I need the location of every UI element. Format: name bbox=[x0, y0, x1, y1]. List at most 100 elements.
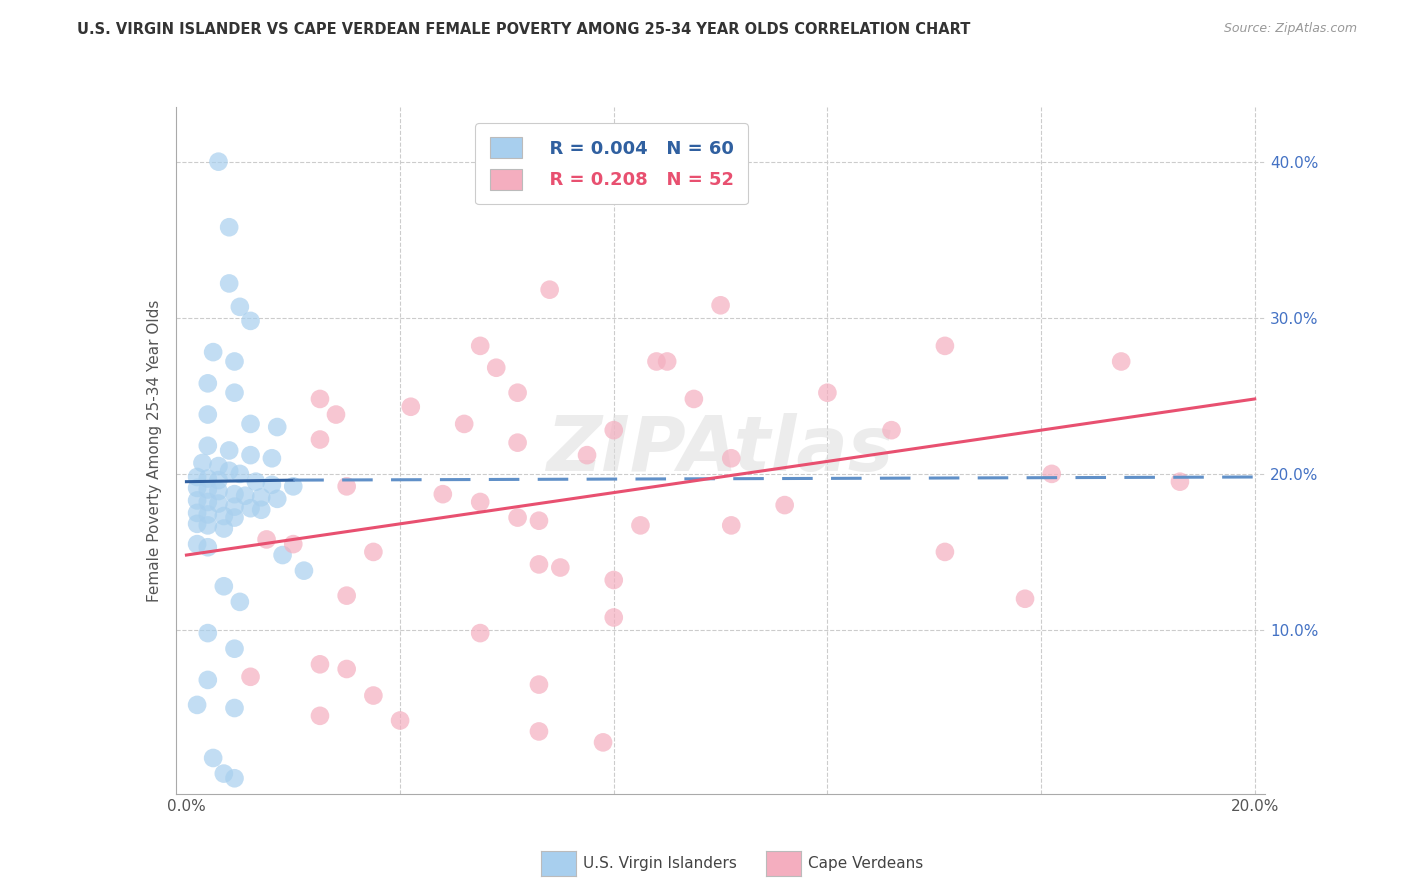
Point bbox=[363, 689, 385, 703]
Y-axis label: Female Poverty Among 25-34 Year Olds: Female Poverty Among 25-34 Year Olds bbox=[146, 300, 162, 601]
Point bbox=[815, 385, 838, 400]
Point bbox=[224, 701, 246, 715]
Point bbox=[256, 533, 278, 547]
Point bbox=[245, 475, 267, 489]
Point bbox=[224, 354, 246, 368]
Point bbox=[186, 470, 208, 484]
Point bbox=[229, 467, 252, 481]
Point bbox=[224, 385, 246, 400]
Point bbox=[266, 420, 288, 434]
Point bbox=[538, 283, 561, 297]
Point bbox=[207, 483, 229, 498]
Point bbox=[207, 473, 229, 487]
Point bbox=[197, 471, 219, 485]
Point bbox=[218, 443, 240, 458]
Point bbox=[239, 670, 262, 684]
Point bbox=[186, 698, 208, 712]
Point bbox=[218, 220, 240, 235]
Point bbox=[197, 626, 219, 640]
Point bbox=[470, 339, 492, 353]
Point bbox=[432, 487, 454, 501]
Point bbox=[309, 708, 332, 723]
Point bbox=[186, 481, 208, 495]
Point bbox=[191, 456, 214, 470]
Point bbox=[197, 508, 219, 522]
Point bbox=[224, 771, 246, 786]
Point bbox=[202, 345, 225, 359]
Point bbox=[266, 491, 288, 506]
Point bbox=[212, 521, 235, 535]
Point bbox=[233, 489, 256, 503]
Point bbox=[212, 766, 235, 780]
Point bbox=[527, 514, 550, 528]
Point bbox=[239, 314, 262, 328]
Point bbox=[229, 300, 252, 314]
Point bbox=[260, 451, 283, 466]
Point bbox=[720, 518, 742, 533]
Point bbox=[197, 540, 219, 554]
Point bbox=[309, 433, 332, 447]
Point bbox=[207, 458, 229, 473]
Point bbox=[229, 595, 252, 609]
Point bbox=[218, 277, 240, 291]
Point bbox=[1040, 467, 1063, 481]
Point bbox=[309, 657, 332, 672]
Text: U.S. Virgin Islanders: U.S. Virgin Islanders bbox=[583, 856, 737, 871]
Point bbox=[239, 417, 262, 431]
Point bbox=[470, 495, 492, 509]
Point bbox=[603, 423, 626, 437]
Point bbox=[485, 360, 508, 375]
Text: Cape Verdeans: Cape Verdeans bbox=[808, 856, 924, 871]
Point bbox=[197, 483, 219, 497]
Point bbox=[603, 610, 626, 624]
Point bbox=[260, 478, 283, 492]
Point bbox=[592, 735, 614, 749]
Point bbox=[224, 641, 246, 656]
Point bbox=[363, 545, 385, 559]
Point bbox=[271, 548, 294, 562]
Point bbox=[224, 487, 246, 501]
Point bbox=[197, 408, 219, 422]
Text: Source: ZipAtlas.com: Source: ZipAtlas.com bbox=[1223, 22, 1357, 36]
Point bbox=[880, 423, 903, 437]
Point bbox=[470, 626, 492, 640]
Point bbox=[576, 448, 599, 462]
Point bbox=[250, 490, 273, 504]
Point bbox=[527, 678, 550, 692]
Point bbox=[527, 724, 550, 739]
Point bbox=[336, 479, 359, 493]
Point bbox=[239, 448, 262, 462]
Point bbox=[212, 508, 235, 523]
Point bbox=[207, 154, 229, 169]
Point bbox=[506, 435, 529, 450]
Point bbox=[934, 339, 956, 353]
Point bbox=[197, 439, 219, 453]
Point bbox=[239, 501, 262, 516]
Point bbox=[773, 498, 796, 512]
Point bbox=[197, 495, 219, 509]
Point bbox=[506, 510, 529, 524]
Point bbox=[283, 479, 305, 493]
Point bbox=[207, 496, 229, 510]
Point bbox=[325, 408, 347, 422]
Point bbox=[399, 400, 422, 414]
Point bbox=[1168, 475, 1191, 489]
Point bbox=[657, 354, 679, 368]
Point bbox=[683, 392, 706, 406]
Point bbox=[336, 662, 359, 676]
Point bbox=[720, 451, 742, 466]
Point bbox=[934, 545, 956, 559]
Point bbox=[250, 502, 273, 516]
Text: ZIPAtlas: ZIPAtlas bbox=[547, 414, 894, 487]
Point bbox=[186, 516, 208, 531]
Point bbox=[218, 464, 240, 478]
Point bbox=[630, 518, 652, 533]
Point bbox=[453, 417, 475, 431]
Text: U.S. VIRGIN ISLANDER VS CAPE VERDEAN FEMALE POVERTY AMONG 25-34 YEAR OLDS CORREL: U.S. VIRGIN ISLANDER VS CAPE VERDEAN FEM… bbox=[77, 22, 970, 37]
Point bbox=[710, 298, 733, 312]
Point bbox=[224, 510, 246, 524]
Point bbox=[283, 537, 305, 551]
Point bbox=[197, 673, 219, 687]
Point bbox=[186, 537, 208, 551]
Point bbox=[550, 178, 572, 192]
